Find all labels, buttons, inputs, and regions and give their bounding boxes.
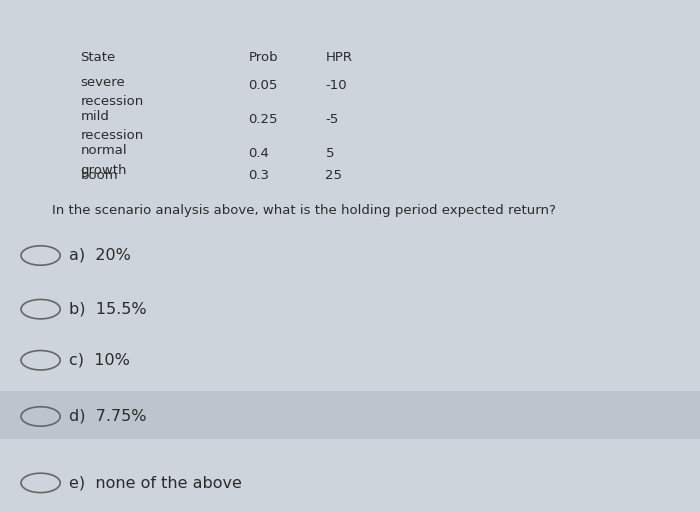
Text: severe: severe xyxy=(80,76,125,88)
FancyBboxPatch shape xyxy=(0,391,700,439)
Text: normal: normal xyxy=(80,144,127,157)
Text: mild: mild xyxy=(80,110,109,123)
Text: 0.4: 0.4 xyxy=(248,147,270,160)
Text: State: State xyxy=(80,51,116,64)
Text: recession: recession xyxy=(80,95,144,108)
Text: 0.25: 0.25 xyxy=(248,113,278,126)
Text: -10: -10 xyxy=(326,79,347,92)
Text: e)  none of the above: e) none of the above xyxy=(69,475,242,491)
Text: 0.3: 0.3 xyxy=(248,169,270,181)
Text: 0.05: 0.05 xyxy=(248,79,278,92)
Text: growth: growth xyxy=(80,164,127,176)
Text: In the scenario analysis above, what is the holding period expected return?: In the scenario analysis above, what is … xyxy=(52,204,556,217)
Text: b)  15.5%: b) 15.5% xyxy=(69,301,146,317)
Text: HPR: HPR xyxy=(326,51,353,64)
Text: recession: recession xyxy=(80,129,144,142)
Text: c)  10%: c) 10% xyxy=(69,353,130,368)
Text: a)  20%: a) 20% xyxy=(69,248,130,263)
Text: 5: 5 xyxy=(326,147,334,160)
Text: -5: -5 xyxy=(326,113,339,126)
Text: d)  7.75%: d) 7.75% xyxy=(69,409,146,424)
Text: boom: boom xyxy=(80,169,118,181)
Text: 25: 25 xyxy=(326,169,342,181)
Text: Prob: Prob xyxy=(248,51,278,64)
